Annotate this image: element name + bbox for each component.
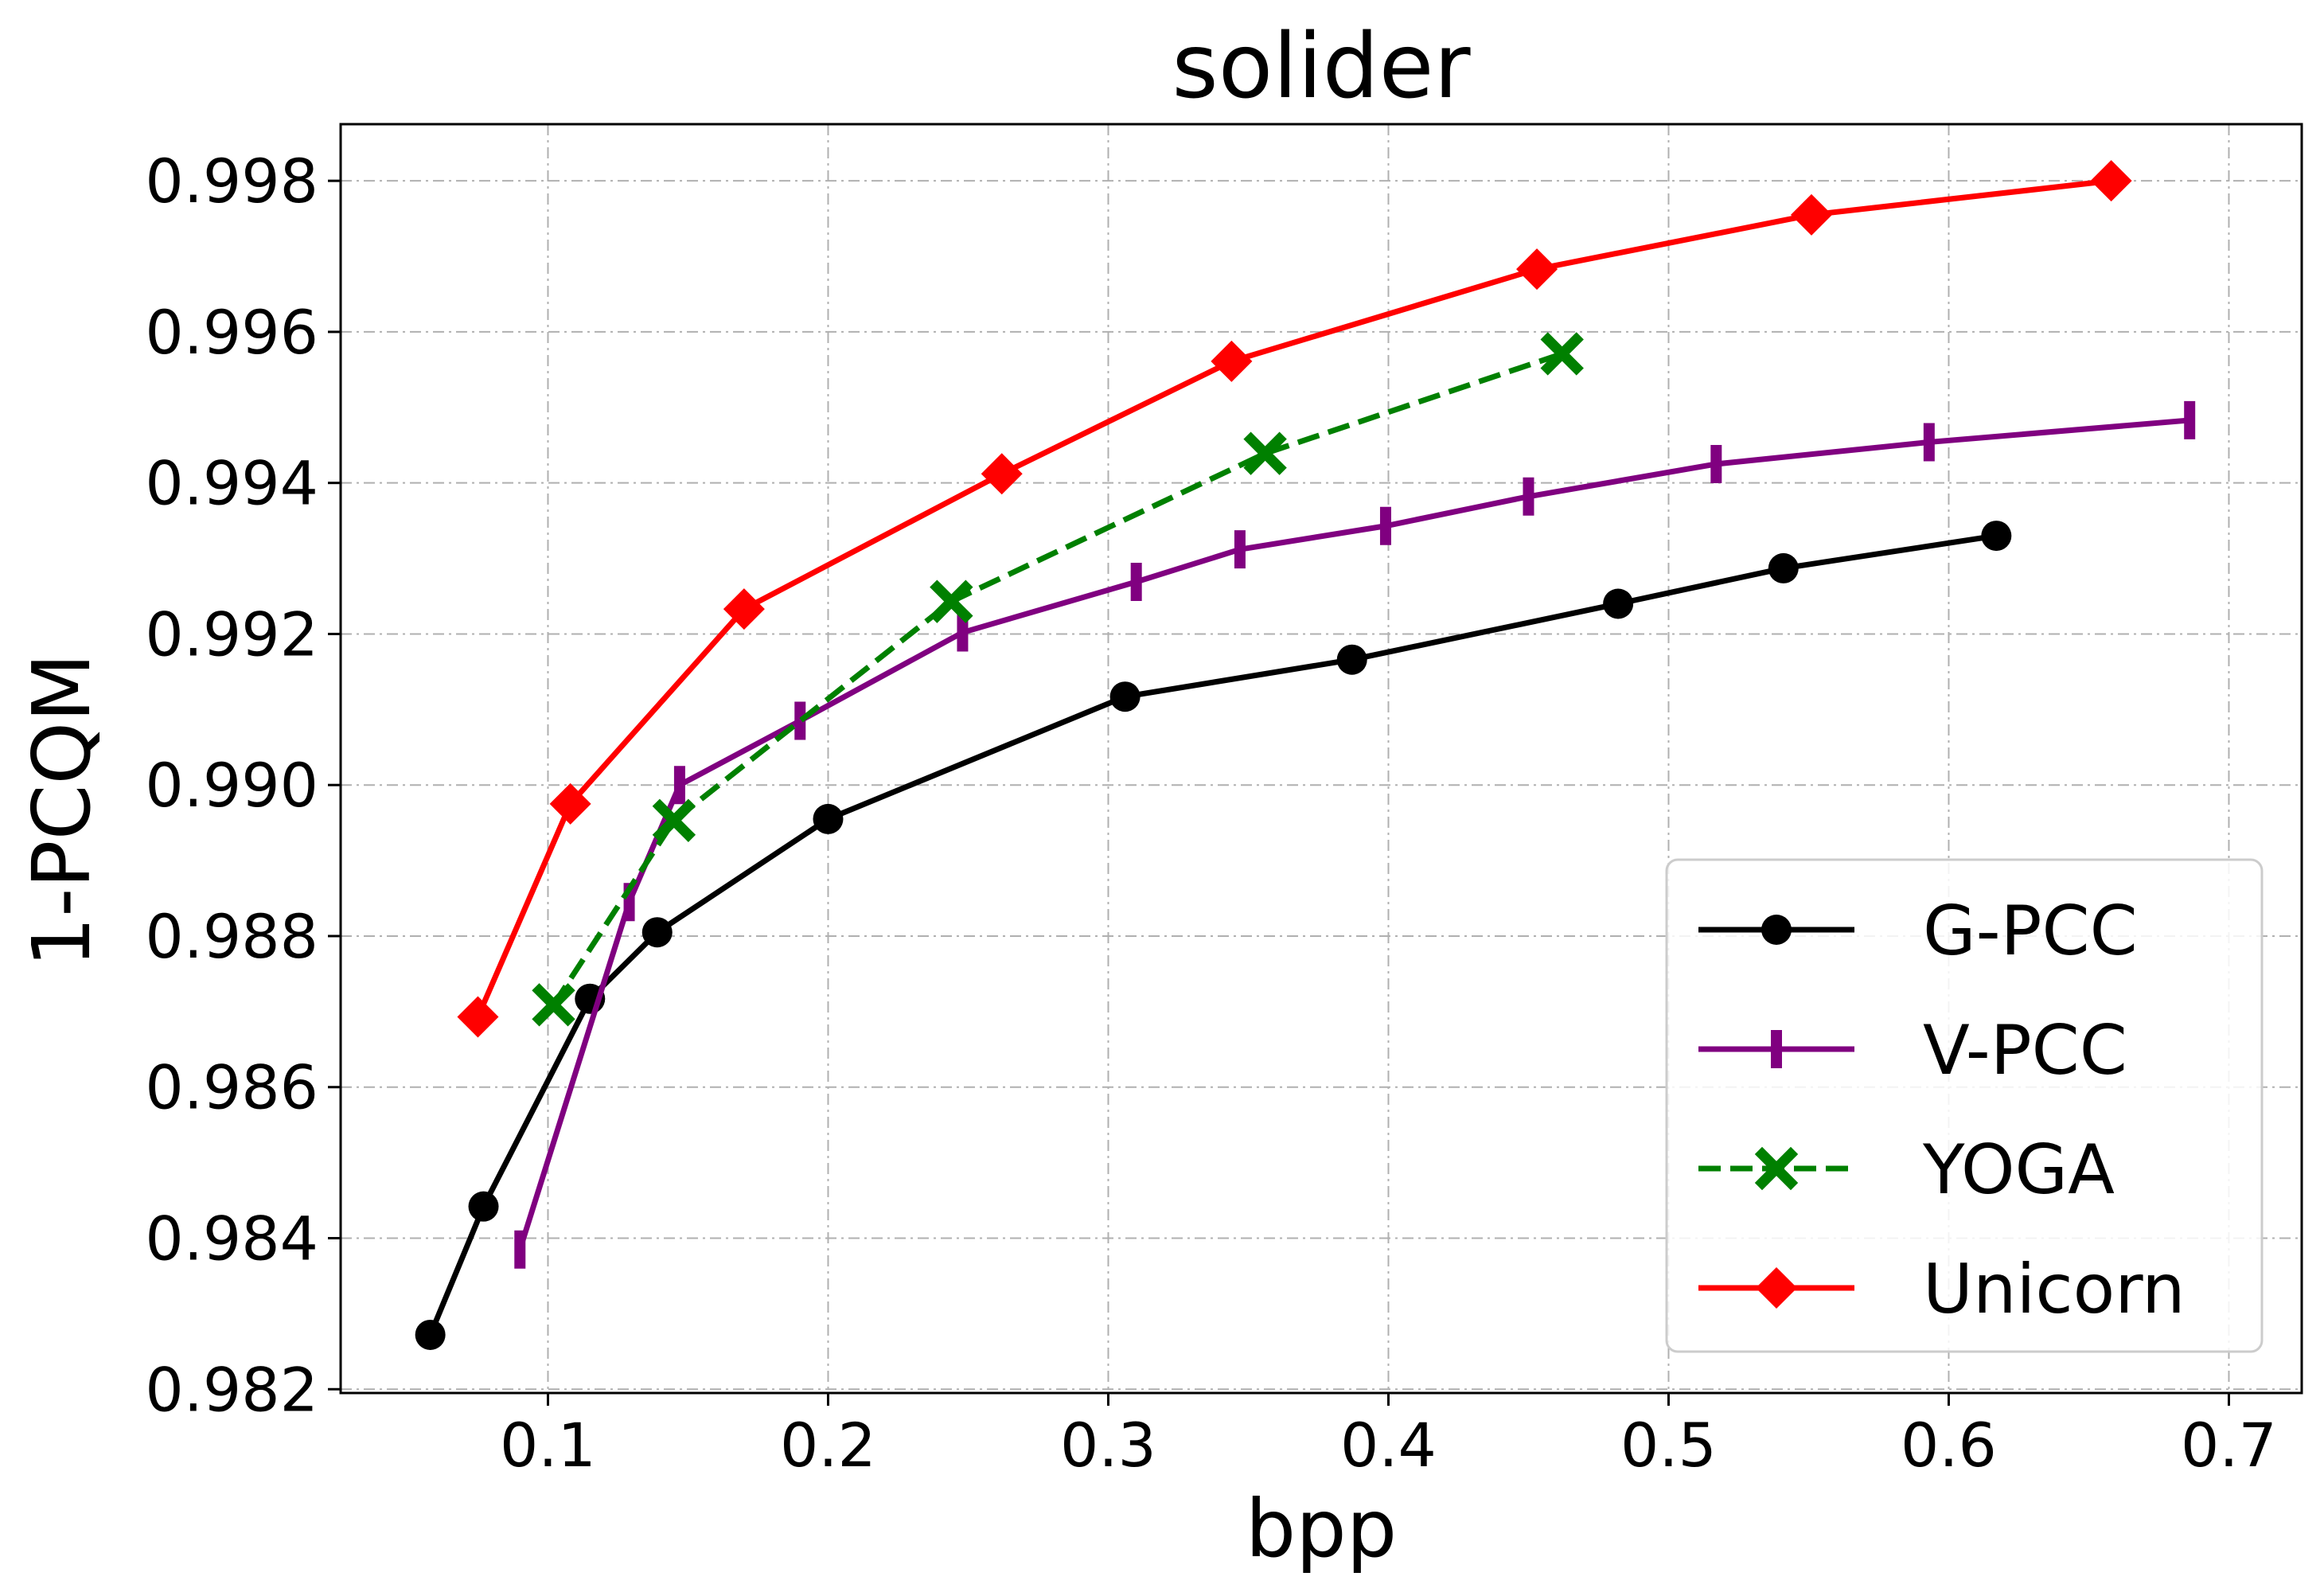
data-point-yoga [930,579,973,623]
data-point-unicorn [981,453,1023,495]
series-line-g-pcc [427,533,1997,1336]
data-point-unicorn [2090,160,2132,202]
x-axis-label: bpp [1246,1482,1397,1575]
series-unicorn [457,160,2132,1038]
data-point-unicorn [1211,340,1253,382]
legend-marker-yoga [1754,1146,1799,1191]
x-tick-label: 0.6 [1901,1410,1997,1481]
legend-label-yoga: YOGA [1922,1130,2115,1210]
legend-entry-yoga: YOGA [1698,1130,2115,1210]
data-point-g-pcc [813,803,844,834]
legend-entry-v-pcc: V-PCC [1698,1011,2127,1091]
legend-label-v-pcc: V-PCC [1923,1011,2127,1091]
x-tick-label: 0.5 [1620,1410,1717,1481]
data-point-g-pcc [1336,644,1367,675]
axis-ticks: 0.1 0.2 0.3 0.4 0.5 0.6 0.7 0.982 0.984 0.986 0.98… [145,146,2276,1481]
data-point-unicorn [1516,248,1558,291]
y-axis-label: 1-PCQM [15,654,108,968]
data-point-g-pcc [1109,681,1141,712]
legend-box [1665,858,2264,1353]
plot-frame [339,123,2303,1395]
data-point-unicorn [457,996,499,1038]
data-point-g-pcc [1603,588,1634,619]
data-point-g-pcc [468,1191,499,1222]
data-point-yoga [532,983,575,1027]
x-tick-label: 0.1 [500,1410,596,1481]
data-point-g-pcc [1768,552,1799,583]
x-tick-label: 0.7 [2181,1410,2277,1481]
x-tick-label: 0.3 [1060,1410,1156,1481]
legend-entry-g-pcc: G-PCC [1698,892,2138,971]
y-tick-label: 0.994 [145,448,318,519]
series-line-v-pcc [517,417,2190,1251]
series-yoga [532,332,1584,1027]
x-tick-label: 0.2 [780,1410,876,1481]
y-tick-label: 0.996 [145,297,318,368]
y-tick-label: 0.984 [145,1203,318,1274]
x-tick-label: 0.4 [1340,1410,1437,1481]
legend-label-g-pcc: G-PCC [1923,892,2138,971]
y-tick-label: 0.986 [145,1052,318,1123]
y-tick-label: 0.982 [145,1354,318,1425]
legend-marker-unicorn [1756,1267,1797,1309]
series-g-pcc [415,521,2012,1350]
legend-label-unicorn: Unicorn [1923,1250,2186,1329]
y-tick-label: 0.992 [145,599,318,669]
data-point-yoga [652,798,696,842]
legend-entry-unicorn: Unicorn [1698,1250,2186,1329]
y-tick-label: 0.988 [145,901,318,972]
series-layer [415,160,2196,1350]
data-point-g-pcc [415,1319,446,1350]
y-tick-label: 0.998 [145,146,318,217]
data-point-unicorn [1791,193,1832,236]
data-point-g-pcc [641,917,673,948]
data-point-g-pcc [1981,521,2012,552]
data-point-unicorn [549,782,591,825]
chart-title: solider [1172,15,1471,119]
series-line-unicorn [475,178,2112,1018]
data-point-yoga [1540,332,1584,376]
legend: G-PCC V-PCC YOGA Unicorn [1665,858,2264,1353]
y-tick-label: 0.990 [145,750,318,821]
data-point-yoga [1243,431,1287,475]
data-point-unicorn [723,588,765,630]
series-line-yoga [551,351,1563,1007]
legend-marker-g-pcc [1761,915,1792,945]
